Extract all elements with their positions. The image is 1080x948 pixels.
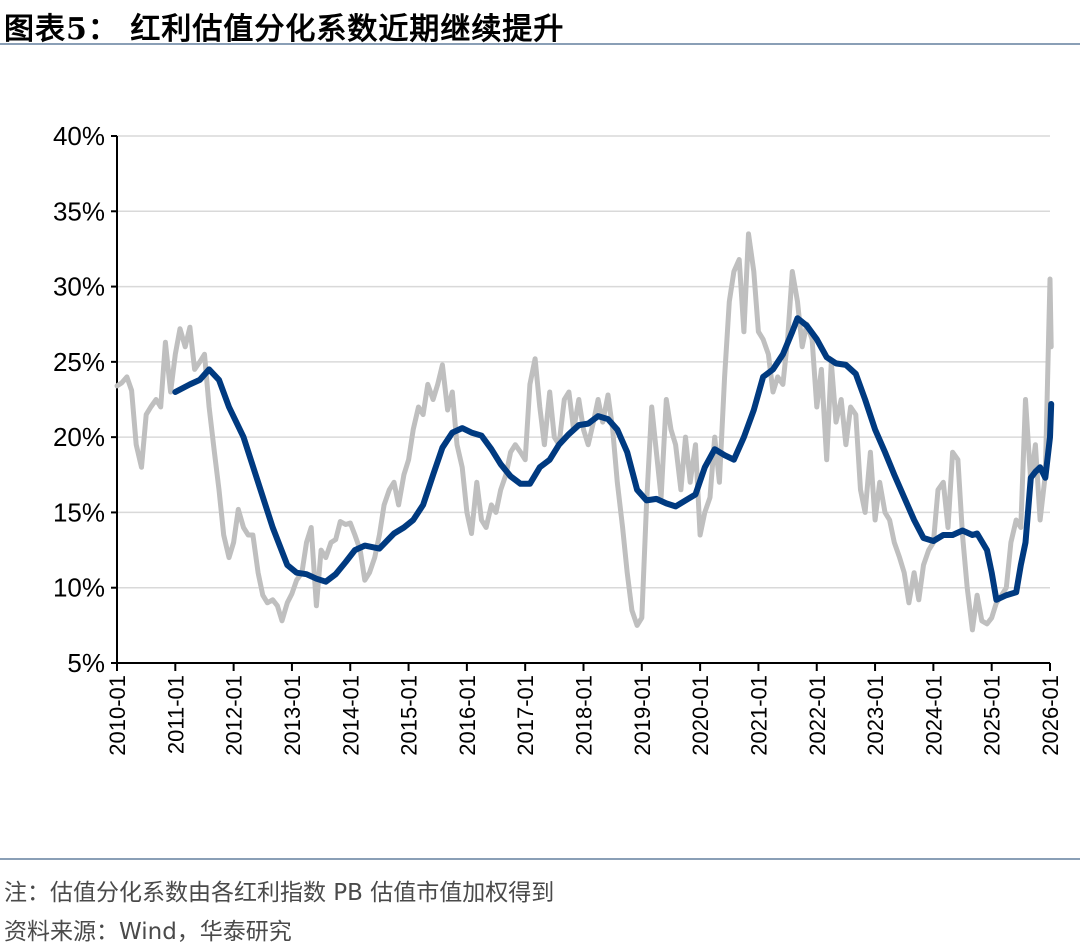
x-tick-label: 2012-01	[222, 675, 247, 756]
y-tick-label: 15%	[53, 497, 105, 527]
source-note: 资料来源：Wind，华泰研究	[4, 919, 292, 945]
series-line-blue	[172, 315, 1055, 603]
y-tick-label: 10%	[53, 573, 105, 603]
x-tick-label: 2013-01	[280, 675, 305, 756]
x-tick-label: 2014-01	[338, 675, 363, 756]
gridlines	[117, 135, 1050, 589]
x-tick-label: 2018-01	[572, 675, 597, 756]
figure-title: 图表5： 红利估值分化系数近期继续提升	[4, 12, 565, 47]
y-tick-label: 35%	[53, 196, 105, 226]
series-line-gray	[114, 231, 1054, 633]
y-axis-ticks: 5% 10% 15% 20% 25% 30% 35% 40%	[53, 121, 117, 678]
y-tick-label: 20%	[53, 422, 105, 452]
x-tick-label: 2026-01	[1038, 675, 1063, 756]
y-tick-label: 40%	[53, 121, 105, 151]
x-axis-ticks: 2010-01 2011-01 2012-01 2013-01 2014-01 2015-…	[105, 663, 1063, 756]
x-tick-label: 2015-01	[397, 675, 422, 756]
x-tick-label: 2016-01	[455, 675, 480, 756]
x-tick-label: 2021-01	[746, 675, 771, 756]
footnote: 注：估值分化系数由各红利指数 PB 估值市值加权得到	[4, 880, 555, 906]
x-tick-label: 2017-01	[513, 675, 538, 756]
x-tick-label: 2019-01	[630, 675, 655, 756]
x-tick-label: 2020-01	[688, 675, 713, 756]
line-chart: 5%10%15%20%25%30%35%40% 2010-01 2011-01 20…	[53, 121, 1063, 756]
x-tick-label: 2011-01	[163, 675, 188, 754]
top-divider	[0, 43, 1080, 45]
x-tick-label: 2022-01	[805, 675, 830, 756]
bottom-divider	[0, 858, 1080, 860]
y-tick-label: 25%	[53, 347, 105, 377]
x-tick-label: 2023-01	[863, 675, 888, 756]
x-tick-label: 2024-01	[921, 675, 946, 756]
x-tick-label: 2025-01	[980, 675, 1005, 756]
y-tick-label: 5%	[67, 648, 105, 678]
x-tick-label: 2010-01	[105, 675, 130, 756]
y-tick-label: 30%	[53, 272, 105, 302]
series-lines	[114, 231, 1055, 633]
